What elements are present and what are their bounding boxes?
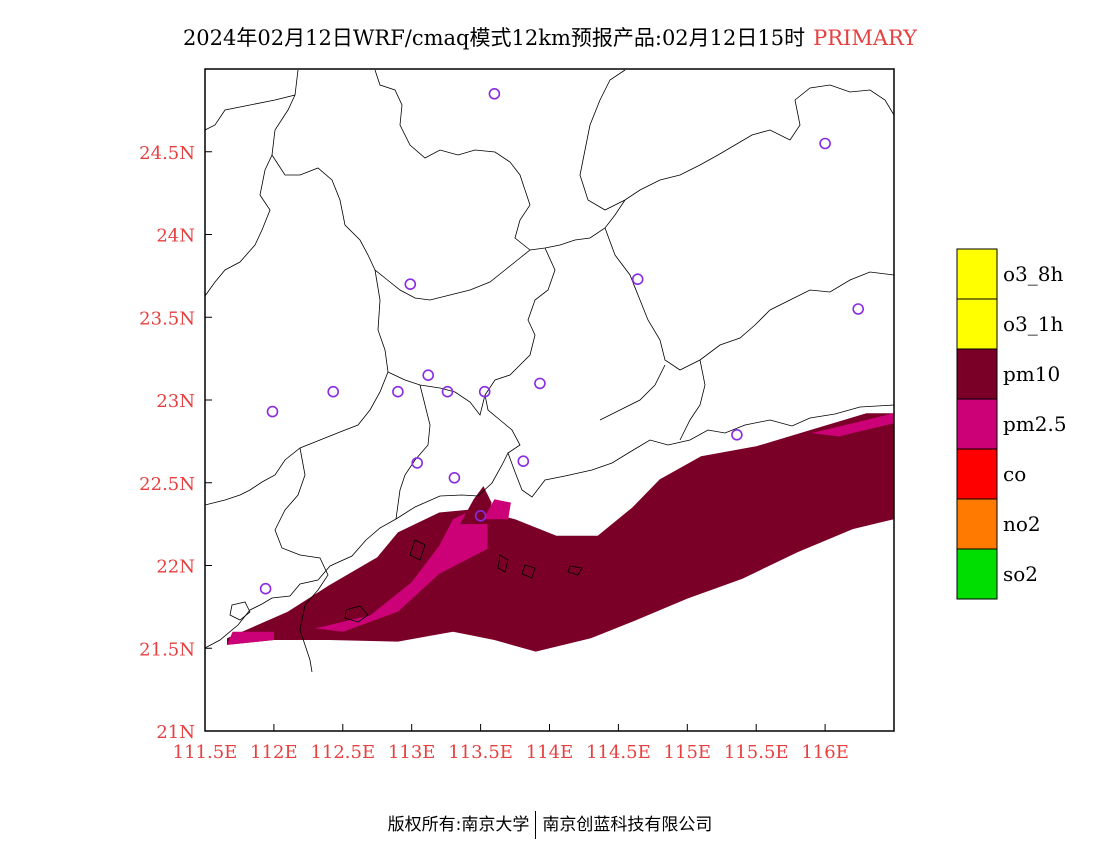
y-tick-label: 23.5N (139, 308, 195, 329)
legend-label-o3_1h: o3_1h (1003, 312, 1063, 336)
legend-label-no2: no2 (1003, 512, 1041, 536)
x-tick-label: 113E (388, 742, 436, 763)
y-tick-label: 22N (156, 557, 195, 578)
footer-copyright: 版权所有:南京大学 南京创蓝科技有限公司 (0, 810, 1100, 839)
admin-boundary (274, 447, 329, 673)
legend-label-co: co (1003, 462, 1026, 486)
pollution-band-pm2.5 (483, 499, 511, 520)
x-axis: 111.5E 112E 112.5E 113E 113.5E 114E 114.5E 115E… (173, 724, 849, 763)
station-marker (819, 137, 831, 150)
station-marker (474, 509, 487, 522)
legend-swatch-o3_1h (956, 298, 998, 350)
x-tick-label: 112.5E (310, 742, 375, 763)
title-main: 2024年02月12日WRF/cmaq模式12km预报产品:02月12日15时 (182, 26, 806, 50)
title-tag: PRIMARY (813, 26, 918, 50)
admin-boundary (604, 227, 894, 371)
admin-boundary (579, 69, 894, 211)
admin-boundary (395, 384, 431, 520)
pollution-bands (227, 413, 894, 652)
station-marker (441, 385, 454, 398)
pollution-band-pm2.5 (315, 509, 488, 632)
station-marker (852, 303, 865, 315)
station-marker (448, 471, 461, 484)
pollution-band-pm2.5 (227, 631, 274, 645)
admin-boundary (484, 247, 556, 454)
y-tick-label: 21.5N (139, 639, 195, 660)
footer-right: 南京创蓝科技有限公司 (542, 815, 713, 835)
pollution-band-pm10 (459, 486, 492, 525)
x-tick-label: 116E (801, 742, 849, 763)
x-tick-label: 114.5E (586, 742, 651, 763)
chart-title: 2024年02月12日WRF/cmaq模式12km预报产品:02月12日15时 P… (0, 22, 1100, 52)
legend-swatch-co (956, 448, 998, 500)
pollution-band-pm2.5 (811, 413, 894, 437)
station-marker (392, 385, 404, 398)
y-tick-label: 23N (156, 391, 195, 412)
legend-swatch-o3_8h (956, 248, 998, 300)
y-axis: 21N 21.5N 22N 22.5N 23N 23.5N 24N 24.5N (139, 143, 212, 743)
island (409, 539, 426, 561)
station-marker (731, 428, 743, 441)
station-marker (422, 369, 435, 382)
legend-label-pm2.5: pm2.5 (1003, 412, 1067, 436)
legend-swatch-so2 (956, 548, 998, 600)
station-marker (411, 457, 424, 469)
admin-boundary (205, 69, 299, 297)
island (497, 554, 509, 573)
island (344, 605, 369, 623)
station-marker (327, 385, 340, 398)
y-tick-label: 24N (156, 226, 195, 247)
y-tick-label: 24.5N (139, 143, 195, 164)
station-marker (488, 88, 501, 100)
station-marker (266, 405, 279, 418)
legend-swatch-pm2.5 (956, 398, 998, 450)
station-marker (478, 385, 491, 398)
station-marker (259, 582, 272, 595)
y-tick-label: 21N (156, 722, 195, 743)
x-tick-label: 112E (250, 742, 298, 763)
station-marker (631, 273, 644, 286)
legend-label-pm10: pm10 (1003, 362, 1060, 386)
coastline-boundaries (205, 69, 894, 673)
footer-separator (535, 811, 537, 839)
legend-swatch-no2 (956, 498, 998, 550)
island (229, 601, 251, 621)
x-tick-label: 115E (664, 742, 712, 763)
admin-boundary (205, 269, 389, 506)
x-tick-label: 114E (526, 742, 574, 763)
legend-label-so2: so2 (1003, 562, 1038, 586)
pollution-band-pm10 (227, 413, 894, 652)
admin-boundary (271, 154, 626, 301)
legend: o3_8h o3_1h pm10 pm2.5 co no2 so2 (956, 248, 1067, 600)
island (567, 565, 583, 576)
station-marker (517, 455, 530, 468)
admin-boundary (374, 69, 531, 251)
legend-swatch-pm10 (956, 348, 998, 400)
station-marker (404, 278, 417, 291)
admin-boundary (387, 359, 706, 441)
x-tick-label: 111.5E (173, 742, 238, 763)
footer-left: 版权所有:南京大学 (387, 815, 530, 835)
island (521, 564, 536, 579)
x-tick-label: 115.5E (724, 742, 789, 763)
x-tick-label: 113.5E (448, 742, 513, 763)
station-marker (534, 377, 546, 390)
legend-label-o3_8h: o3_8h (1003, 262, 1063, 286)
monitoring-stations (259, 88, 865, 595)
y-tick-label: 22.5N (139, 474, 195, 495)
